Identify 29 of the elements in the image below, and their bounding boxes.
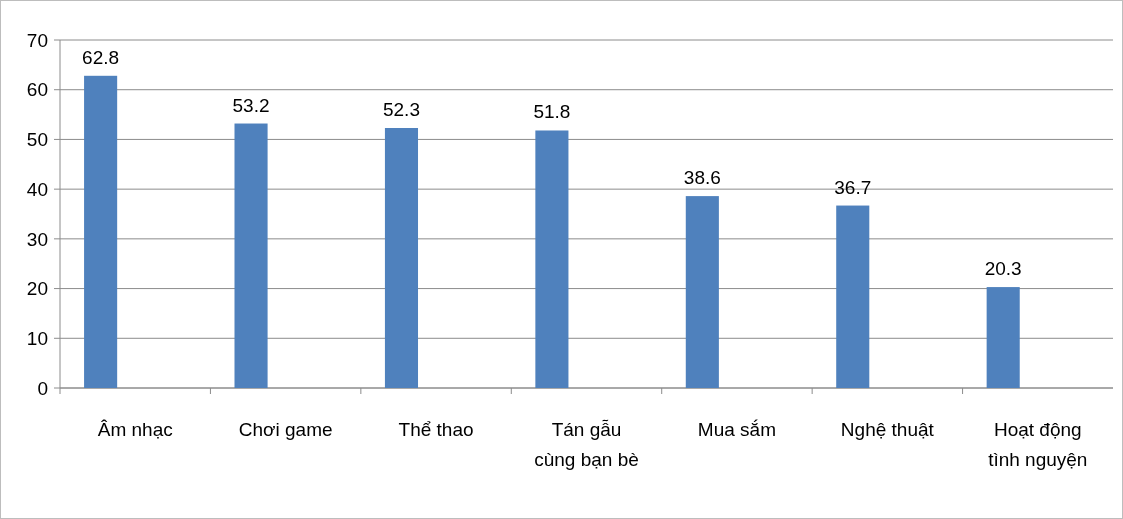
bar: [836, 205, 870, 388]
data-label: 52.3: [382, 98, 420, 120]
data-label: 53.2: [232, 94, 270, 116]
bar: [234, 123, 268, 388]
x-tick-label: Mua sắm: [697, 419, 776, 440]
y-tick-label: 70: [26, 29, 48, 51]
x-tick-label: Thể thao: [398, 419, 474, 440]
y-tick-label: 30: [26, 228, 48, 250]
y-tick-label: 60: [26, 79, 48, 101]
x-tick-label: Nghệ thuật: [840, 419, 935, 440]
x-tick-label: Hoạt động tình nguyện: [988, 419, 1088, 470]
x-tick-label: Chơi game: [238, 419, 333, 440]
x-tick-label: Tán gẫu cùng bạn bè: [534, 419, 639, 470]
bar: [986, 287, 1020, 388]
y-tick-label: 10: [26, 327, 48, 349]
data-label: 51.8: [533, 101, 571, 123]
y-tick-label: 20: [26, 278, 48, 300]
x-tick-label: Âm nhạc: [97, 419, 173, 440]
data-label: 20.3: [984, 258, 1022, 280]
bar: [84, 75, 118, 388]
bar: [535, 130, 569, 388]
y-tick-label: 40: [26, 178, 48, 200]
y-tick-label: 0: [37, 377, 48, 399]
data-label: 36.7: [834, 176, 872, 198]
bar: [384, 127, 419, 388]
data-label: 38.6: [683, 167, 721, 189]
y-tick-label: 50: [26, 129, 48, 151]
data-label: 62.8: [82, 46, 120, 68]
bar: [685, 196, 719, 388]
